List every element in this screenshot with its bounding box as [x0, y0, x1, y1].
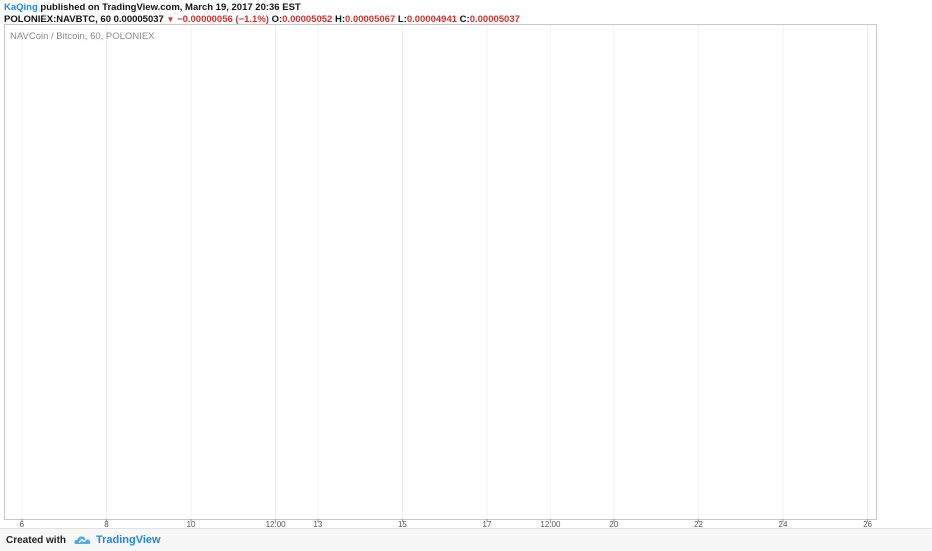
cloud-icon — [74, 536, 91, 544]
x-tick-label: 22 — [694, 520, 703, 528]
open-label: O: — [271, 14, 283, 25]
plot-frame — [4, 24, 877, 520]
down-arrow-icon: ▼ — [166, 15, 175, 24]
time-axis[interactable]: 6 8 10 12:00 13 15 17 12:00 20 22 24 26 — [20, 519, 873, 528]
grid-lines — [21, 25, 869, 519]
published-text: published on TradingView.com, March 19, … — [40, 2, 301, 13]
last-price: 0.00005037 — [113, 14, 164, 25]
open-value: 0.00005052 — [282, 14, 333, 25]
x-tick-label: 12:00 — [266, 520, 287, 528]
x-tick-label: 17 — [483, 520, 492, 528]
price-chart[interactable]: NAVCoin / Bitcoin, 60, POLONIEX 0.000030… — [0, 0, 932, 528]
x-tick-label: 6 — [20, 520, 25, 528]
x-tick-label: 10 — [187, 520, 196, 528]
symbol-label: POLONIEX:NAVBTC, 60 — [4, 14, 111, 25]
x-tick-label: 24 — [779, 520, 788, 528]
x-tick-label: 12:00 — [540, 520, 561, 528]
publish-line: KaQing published on TradingView.com, Mar… — [4, 2, 520, 14]
tradingview-logo[interactable]: TradingView — [74, 534, 161, 546]
chart-title: NAVCoin / Bitcoin, 60, POLONIEX — [10, 31, 155, 42]
tradingview-brand: TradingView — [96, 534, 161, 546]
high-label: H: — [334, 14, 346, 25]
footer-bar: Created with TradingView — [0, 528, 932, 551]
x-tick-label: 20 — [609, 520, 618, 528]
high-value: 0.00005067 — [345, 14, 396, 25]
x-tick-label: 26 — [863, 520, 872, 528]
ohlc-line: POLONIEX:NAVBTC, 60 0.00005037 ▼ −0.0000… — [4, 14, 520, 26]
close-value: 0.00005037 — [469, 14, 520, 25]
x-tick-label: 15 — [398, 520, 407, 528]
close-label: C: — [459, 14, 470, 25]
x-tick-label: 13 — [313, 520, 322, 528]
x-tick-label: 8 — [104, 520, 109, 528]
created-with-text: Created with — [6, 534, 67, 546]
low-value: 0.00004941 — [406, 14, 458, 25]
chart-header: KaQing published on TradingView.com, Mar… — [4, 2, 520, 26]
price-change: −0.00000056 (−1.1%) — [177, 14, 269, 25]
author-link[interactable]: KaQing — [4, 2, 38, 13]
low-label: L: — [397, 14, 407, 25]
